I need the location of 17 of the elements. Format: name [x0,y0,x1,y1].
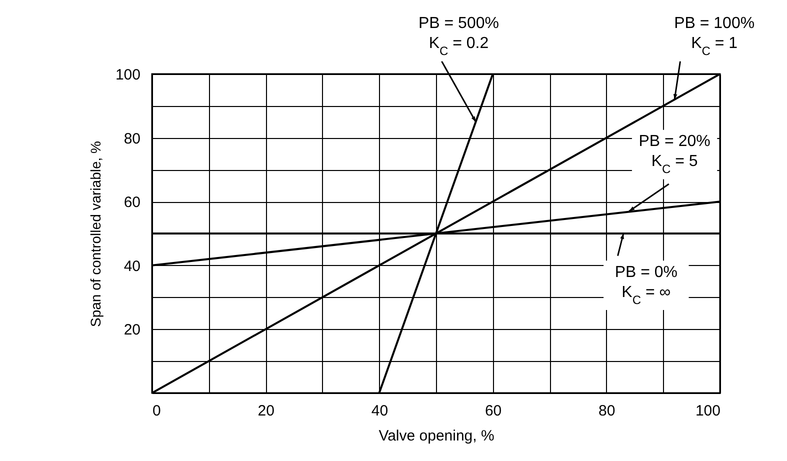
annotation: PB = 0% K$_{C}$ = ∞ [614,264,678,307]
annotation: PB = 20% K$_{C}$ = 5 [638,132,710,176]
x-tick-label: 20 [258,402,274,420]
y-tick-label: 60 [124,194,140,212]
y-tick-label: 20 [124,322,140,339]
annotation: PB = 500% K$_{C}$ = 0.2 [418,14,499,58]
y-axis-title: Span of controlled variable, % [87,141,104,327]
x-tick-label: 60 [484,402,502,420]
x-axis-title: Valve opening, % [378,428,494,444]
y-tick-label: 40 [124,258,140,275]
y-tick-label: 80 [124,130,140,148]
x-tick-label: 40 [371,402,388,420]
x-tick-label: 80 [598,402,616,420]
annotation: PB = 100% K$_{C}$ = 1 [674,14,755,58]
x-tick-label: 100 [695,402,720,420]
y-tick-label: 100 [115,66,140,84]
x-tick-label: 0 [152,402,161,420]
